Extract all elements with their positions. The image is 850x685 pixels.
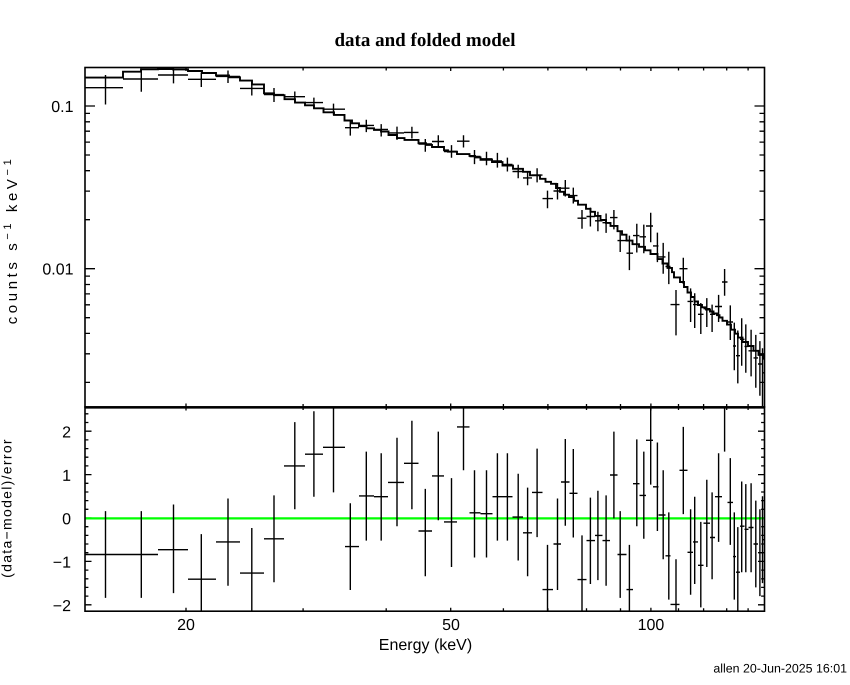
svg-text:0: 0 — [62, 511, 71, 528]
svg-text:2: 2 — [62, 424, 71, 441]
svg-text:1: 1 — [62, 468, 71, 485]
svg-text:Energy (keV): Energy (keV) — [379, 637, 472, 654]
svg-text:−1: −1 — [53, 555, 71, 572]
svg-text:20: 20 — [177, 617, 195, 634]
svg-text:allen 20-Jun-2025 16:01: allen 20-Jun-2025 16:01 — [713, 661, 847, 675]
svg-text:100: 100 — [638, 617, 665, 634]
svg-text:counts s−1 keV−1: counts s−1 keV−1 — [2, 156, 21, 325]
svg-text:0.1: 0.1 — [51, 99, 73, 116]
svg-text:(data−model)/error: (data−model)/error — [0, 438, 15, 578]
svg-text:0.01: 0.01 — [42, 261, 73, 278]
svg-text:data and folded model: data and folded model — [334, 30, 515, 51]
svg-text:−2: −2 — [53, 598, 71, 615]
svg-text:50: 50 — [442, 617, 460, 634]
